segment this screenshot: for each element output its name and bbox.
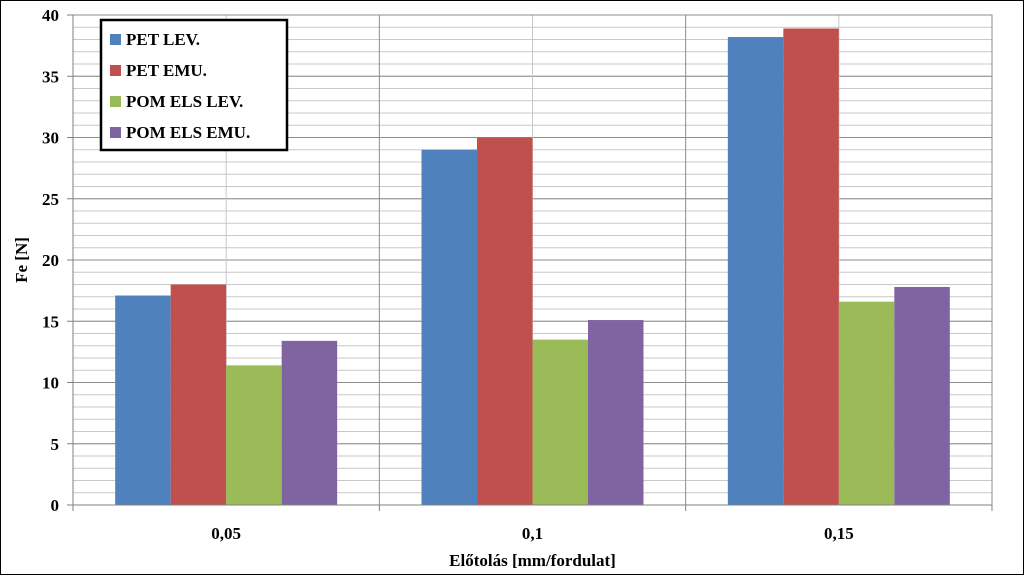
x-tick-label: 0,05 [211,524,241,543]
bar-pom-els-lev--2 [838,301,895,505]
y-tick-labels: 0 5 10 15 20 25 30 35 40 [42,6,59,515]
x-tick-labels: 0,05 0,1 0,15 [211,524,853,543]
y-tick-label: 20 [42,251,59,270]
x-tick-label: 0,1 [522,524,543,543]
bar-pet-emu--0 [170,284,227,505]
legend-label: POM ELS EMU. [126,123,250,142]
bar-pet-lev--1 [421,149,477,505]
bar-pom-els-emu--0 [281,340,338,505]
y-axis-title: Fe [N] [12,237,31,283]
y-tick-label: 10 [42,374,59,393]
bar-pom-els-lev--0 [226,365,282,505]
bar-pom-els-emu--1 [588,320,644,505]
y-tick-label: 40 [42,6,59,25]
x-axis-title: Előtolás [mm/fordulat] [449,551,616,570]
legend: PET LEV. PET EMU. POM ELS LEV. POM ELS EMU. [99,18,289,152]
legend-box [99,18,289,152]
y-tick-label: 0 [51,496,60,515]
y-tick-label: 30 [42,129,59,148]
bar-pet-lev--2 [727,37,784,506]
y-tick-label: 35 [42,67,59,86]
bars [115,28,950,506]
legend-label: POM ELS LEV. [126,92,243,111]
x-tick-label: 0,15 [824,524,854,543]
bar-pom-els-lev--1 [532,339,588,505]
bar-pet-emu--1 [477,137,533,505]
y-tick-label: 15 [42,312,59,331]
bar-pet-emu--2 [783,28,839,505]
bar-pom-els-emu--2 [894,286,950,505]
axes [67,14,993,511]
y-tick-label: 25 [42,190,59,209]
legend-swatch [110,65,121,76]
bar-pet-lev--0 [115,295,171,505]
legend-swatch [110,96,121,107]
y-tick-label: 5 [51,435,60,454]
legend-swatch [110,34,121,45]
legend-swatch [110,127,121,138]
legend-label: PET LEV. [126,30,200,49]
legend-label: PET EMU. [126,61,207,80]
